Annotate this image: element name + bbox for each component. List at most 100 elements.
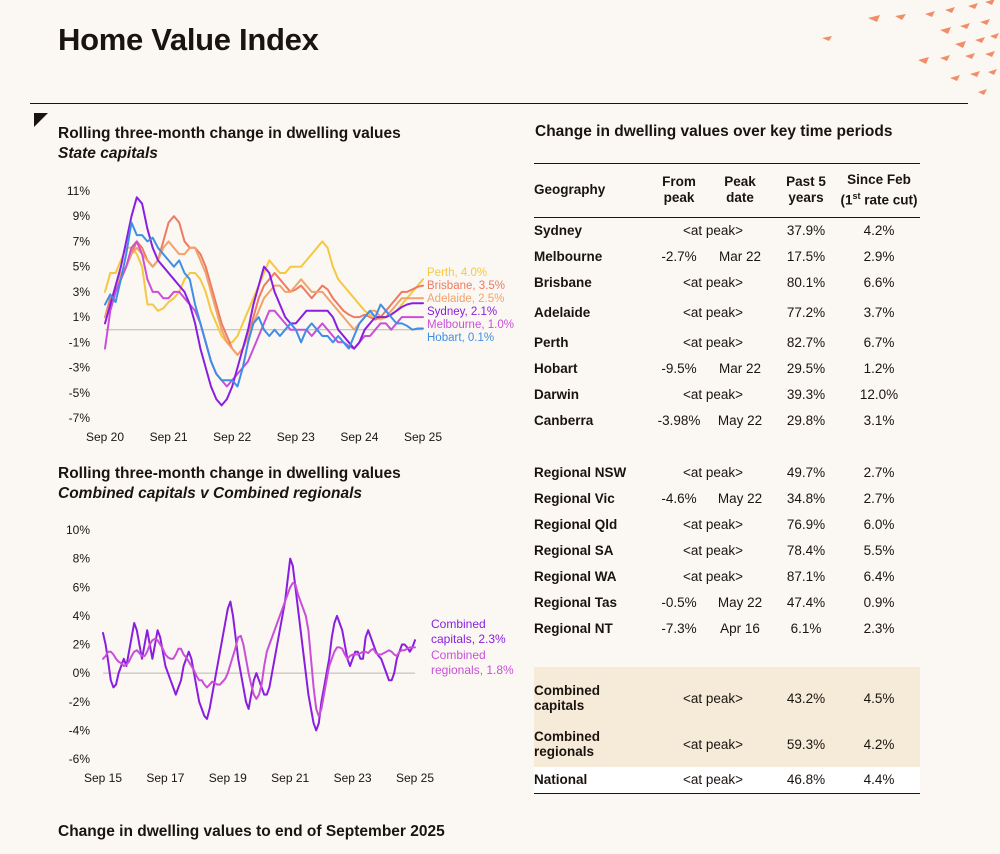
y-tick-label: 0%: [73, 666, 91, 680]
header-divider: [30, 103, 968, 104]
y-tick-label: -2%: [69, 695, 91, 709]
cell-past-5-years: 29.5%: [786, 360, 826, 376]
cell-geography: Regional SA: [534, 542, 614, 558]
cell-past-5-years: 17.5%: [786, 248, 826, 264]
table-row: Canberra -3.98% May 22 29.8% 3.1%: [534, 407, 920, 433]
cell-at-peak: <at peak>: [682, 386, 744, 402]
x-tick-label: Sep 15: [84, 771, 122, 785]
series-line-combined-capitals: [102, 557, 416, 732]
cell-since-feb: 4.2%: [863, 222, 895, 238]
cell-at-peak: <at peak>: [682, 464, 744, 480]
x-tick-label: Sep 19: [209, 771, 247, 785]
y-tick-label: 9%: [73, 209, 91, 223]
cell-geography: Hobart: [534, 360, 578, 376]
corner-mark: [34, 113, 48, 127]
table-row: Sydney <at peak> 37.9% 4.2%: [534, 217, 920, 243]
series-label-combined-regionals-2: regionals, 1.8%: [431, 663, 514, 677]
cell-at-peak: <at peak>: [682, 304, 744, 320]
cell-past-5-years: 49.7%: [786, 464, 826, 480]
x-tick-label: Sep 22: [213, 430, 251, 444]
cell-peak-date: Apr 16: [720, 620, 760, 636]
y-tick-label: 11%: [67, 184, 90, 198]
header-geography: Geography: [534, 182, 606, 198]
y-tick-label: 10%: [66, 523, 90, 537]
chart1-title-block: Rolling three-month change in dwelling v…: [58, 124, 401, 164]
cell-at-peak: <at peak>: [682, 334, 744, 350]
cell-geography: Regional Qld: [534, 516, 618, 532]
cell-since-feb: 2.3%: [863, 620, 895, 636]
chart2-title-block: Rolling three-month change in dwelling v…: [58, 464, 401, 504]
table-row: National <at peak> 46.8% 4.4%: [534, 767, 920, 794]
x-tick-label: Sep 20: [86, 430, 124, 444]
table-spacer: [534, 641, 920, 667]
table-header-row: Geography From peak Peak date Past 5 years …: [534, 163, 920, 217]
header-past-5-years: Past 5 years: [786, 174, 826, 206]
dwelling-values-table: Geography From peak Peak date Past 5 years …: [534, 163, 920, 794]
cell-peak-date: May 22: [717, 594, 763, 610]
series-line-perth: [104, 240, 424, 344]
chart-capitals-vs-regionals: 10% 8% 6% 4% 2% 0% -2% -4% -6% Sep 15 Sep 17 Sep 19…: [66, 523, 514, 785]
cell-past-5-years: 59.3%: [774, 721, 838, 767]
y-tick-label: -6%: [69, 752, 91, 766]
table-row: Regional NT -7.3% Apr 16 6.1% 2.3%: [534, 615, 920, 641]
cell-since-feb: 3.1%: [863, 412, 895, 428]
cell-from-peak: -7.3%: [661, 620, 697, 636]
cell-from-peak: -4.6%: [661, 490, 697, 506]
cell-past-5-years: 43.2%: [774, 675, 838, 721]
y-tick-label: -7%: [69, 411, 91, 425]
series-label-brisbane: Brisbane, 3.5%: [427, 280, 505, 292]
footer-heading: Change in dwelling values to end of Sept…: [58, 823, 445, 840]
chart1-subtitle: State capitals: [58, 145, 158, 162]
cell-peak-date: May 22: [717, 412, 763, 428]
cell-geography: National: [534, 767, 652, 794]
cell-from-peak: -0.5%: [661, 594, 697, 610]
x-tick-label: Sep 23: [334, 771, 372, 785]
cell-past-5-years: 76.9%: [786, 516, 826, 532]
cell-since-feb: 12.0%: [859, 386, 899, 402]
cell-geography: Regional NT: [534, 620, 613, 636]
series-label-melbourne: Melbourne, 1.0%: [427, 319, 514, 331]
cell-since-feb: 6.0%: [863, 516, 895, 532]
y-tick-label: 8%: [73, 552, 91, 566]
table-row: Brisbane <at peak> 80.1% 6.6%: [534, 269, 920, 295]
cell-past-5-years: 37.9%: [786, 222, 826, 238]
table-row: Hobart -9.5% Mar 22 29.5% 1.2%: [534, 355, 920, 381]
header-since-feb: Since Feb (1st rate cut): [840, 172, 918, 208]
cell-from-peak: -3.98%: [657, 412, 701, 428]
y-tick-label: -5%: [69, 386, 91, 400]
y-tick-label: 7%: [73, 234, 91, 248]
y-tick-label: 5%: [73, 260, 91, 274]
series-line-combined-regionals: [102, 582, 416, 718]
cell-geography: Adelaide: [534, 304, 591, 320]
table-row: Perth <at peak> 82.7% 6.7%: [534, 329, 920, 355]
x-tick-label: Sep 25: [404, 430, 442, 444]
cell-since-feb: 5.5%: [863, 542, 895, 558]
series-label-combined-capitals-1: Combined: [431, 617, 486, 631]
cell-past-5-years: 34.8%: [786, 490, 826, 506]
table-row: Adelaide <at peak> 77.2% 3.7%: [534, 295, 920, 329]
y-tick-label: -1%: [69, 335, 91, 349]
cell-geography: Regional WA: [534, 568, 617, 584]
cell-at-peak: <at peak>: [682, 568, 744, 584]
y-tick-label: 4%: [73, 609, 91, 623]
header-from-peak: From peak: [662, 174, 696, 206]
cell-since-feb: 6.7%: [863, 334, 895, 350]
table-row: Regional Qld <at peak> 76.9% 6.0%: [534, 511, 920, 537]
y-tick-label: -4%: [69, 723, 91, 737]
chart-state-capitals: 11% 9% 7% 5% 3% 1% -1% -3% -5% -7% Sep 20 Sep 21 Sep…: [67, 184, 514, 444]
table-spacer: [534, 433, 920, 459]
cell-since-feb: 2.9%: [863, 248, 895, 264]
cell-past-5-years: 82.7%: [786, 334, 826, 350]
cell-at-peak: <at peak>: [682, 516, 744, 532]
cell-past-5-years: 87.1%: [786, 568, 826, 584]
cell-at-peak: <at peak>: [682, 274, 744, 290]
cell-past-5-years: 80.1%: [786, 274, 826, 290]
x-tick-label: Sep 25: [396, 771, 434, 785]
cell-geography: Brisbane: [534, 274, 592, 290]
cell-since-feb: 6.6%: [863, 274, 895, 290]
cell-from-peak: -9.5%: [661, 360, 697, 376]
cell-geography: Canberra: [534, 412, 594, 428]
series-label-combined-regionals-1: Combined: [431, 648, 486, 662]
chart2-subtitle: Combined capitals v Combined regionals: [58, 485, 363, 502]
table-title: Change in dwelling values over key time …: [535, 123, 893, 140]
